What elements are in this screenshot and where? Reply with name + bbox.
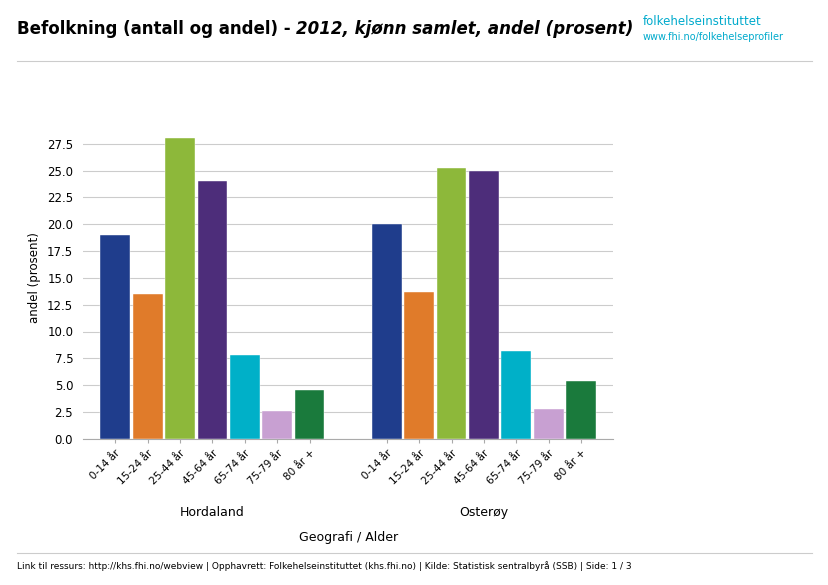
- Y-axis label: andel (prosent): andel (prosent): [28, 232, 41, 324]
- Bar: [100, 235, 130, 439]
- Text: www.fhi.no/folkehelseprofiler: www.fhi.no/folkehelseprofiler: [642, 32, 782, 42]
- Bar: [404, 292, 434, 439]
- Bar: [197, 181, 227, 439]
- Text: Hordaland: Hordaland: [180, 506, 244, 519]
- Bar: [501, 351, 531, 439]
- Text: Osterøy: Osterøy: [459, 506, 508, 519]
- Bar: [294, 391, 324, 439]
- Text: Befolkning (antall og andel) -: Befolkning (antall og andel) -: [17, 20, 296, 39]
- Bar: [533, 409, 563, 439]
- Text: 2012, kjønn samlet, andel (prosent): 2012, kjønn samlet, andel (prosent): [296, 20, 633, 39]
- Bar: [436, 168, 466, 439]
- Bar: [372, 224, 402, 439]
- Text: folkehelseinstituttet: folkehelseinstituttet: [642, 15, 760, 27]
- Bar: [262, 411, 291, 439]
- Bar: [229, 355, 259, 439]
- Text: Link til ressurs: http://khs.fhi.no/webview | Opphavrett: Folkehelseinstituttet : Link til ressurs: http://khs.fhi.no/webv…: [17, 562, 630, 572]
- Bar: [132, 294, 162, 439]
- Bar: [469, 171, 498, 439]
- Bar: [165, 139, 195, 439]
- Bar: [566, 381, 595, 439]
- X-axis label: Geografi / Alder: Geografi / Alder: [298, 531, 397, 543]
